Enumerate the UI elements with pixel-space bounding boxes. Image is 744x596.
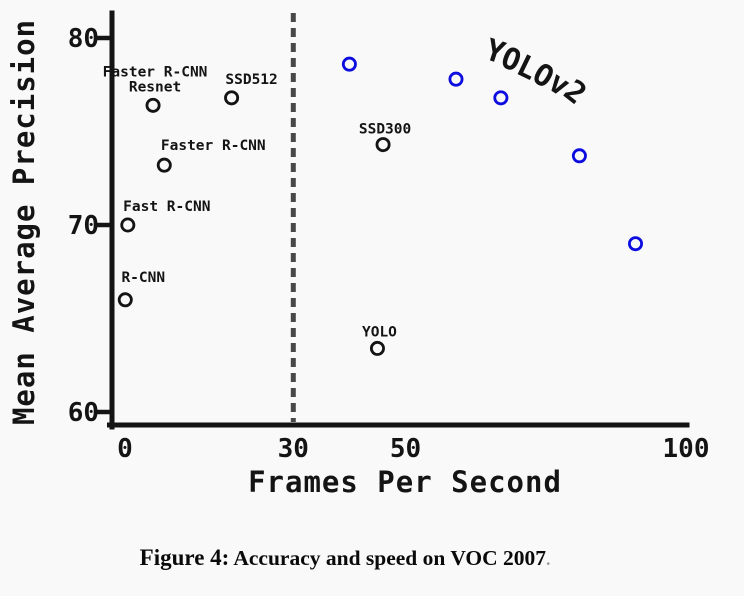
data-point-faster-r-cnn-resnet: [145, 97, 161, 113]
data-point-yolo: [369, 340, 385, 356]
figure-caption: Figure 4: Accuracy and speed on VOC 2007…: [0, 545, 690, 571]
data-point-yolov2-67fps: [493, 90, 509, 106]
caption-label: Figure 4:: [139, 545, 230, 570]
point-label-resnet: Resnet: [129, 79, 181, 95]
y-tick-label-60: 60: [68, 398, 99, 428]
data-point-fast-r-cnn: [120, 217, 136, 233]
point-label-r-cnn: R-CNN: [121, 270, 165, 286]
scatter-chart: 60 70 80 0 30 50 100 Frames Per Second Mean Av…: [7, 10, 710, 499]
point-label-ssd512: SSD512: [225, 72, 277, 88]
data-point-yolov2-91fps: [628, 236, 644, 252]
x-axis-title: Frames Per Second: [248, 465, 562, 499]
data-point-r-cnn: [117, 292, 133, 308]
point-label-yolo: YOLO: [362, 324, 397, 340]
x-tick-label-100: 100: [663, 434, 710, 464]
data-point-yolov2-40fps: [341, 56, 357, 72]
y-tick-label-80: 80: [68, 24, 99, 54]
point-label-fast-r-cnn: Fast R-CNN: [123, 199, 210, 215]
point-label-faster-r-cnn: Faster R-CNN: [161, 138, 266, 154]
data-point-faster-r-cnn: [156, 157, 172, 173]
point-label-ssd300: SSD300: [359, 122, 411, 138]
data-point-ssd512: [224, 90, 240, 106]
caption-text: Accuracy and speed on VOC 2007: [233, 546, 547, 570]
x-tick-label-30: 30: [278, 434, 309, 464]
data-point-ssd300: [375, 137, 391, 153]
x-tick-label-0: 0: [117, 434, 133, 464]
data-point-yolov2-59fps: [448, 71, 464, 87]
x-tick-label-50: 50: [390, 434, 421, 464]
point-label-faster-r-cnn: Faster R-CNN: [103, 64, 208, 80]
y-axis-title: Mean Average Precision: [7, 19, 41, 425]
data-point-yolov2-81fps: [571, 148, 587, 164]
caption-period: .: [546, 550, 551, 569]
y-tick-label-70: 70: [68, 211, 99, 241]
